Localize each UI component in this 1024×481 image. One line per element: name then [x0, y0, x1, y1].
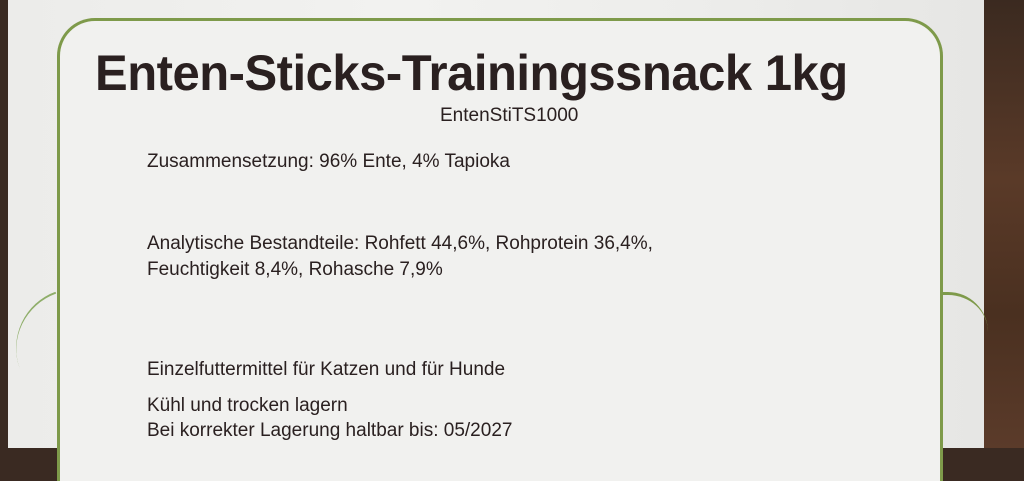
best-before-text: Bei korrekter Lagerung haltbar bis: 05/2… [147, 420, 513, 441]
analytics-text-2: Feuchtigkeit 8,4%, Rohasche 7,9% [147, 259, 443, 280]
analytics-text-1: Analytische Bestandteile: Rohfett 44,6%,… [147, 233, 653, 254]
product-label [57, 18, 943, 481]
product-code: EntenStiTS1000 [440, 105, 579, 126]
composition-text: Zusammensetzung: 96% Ente, 4% Tapioka [147, 151, 510, 172]
product-title: Enten-Sticks-Trainingssnack 1kg [95, 45, 848, 101]
feed-type-text: Einzelfuttermittel für Katzen und für Hu… [147, 359, 506, 380]
background-surface [984, 0, 1024, 448]
storage-text: Kühl und trocken lagern [147, 395, 348, 416]
